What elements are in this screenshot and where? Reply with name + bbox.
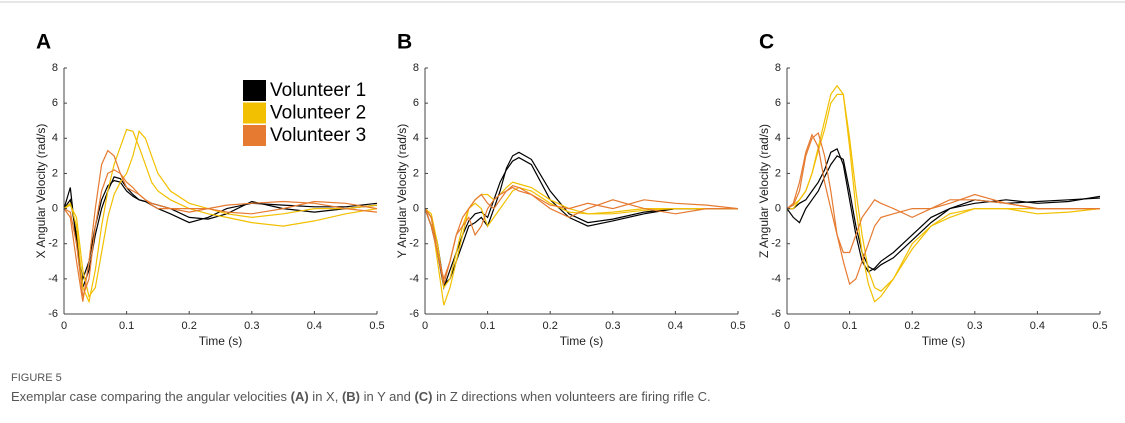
trace [63,176,378,288]
y-axis-label: Y Angular Velocity (rad/s) [395,124,409,259]
y-tick-label: 6 [413,97,419,109]
trace [786,133,1100,254]
caption-ref: (C) [414,389,433,404]
trace [424,186,738,282]
x-tick-label: 0.3 [967,320,982,332]
y-tick-label: -4 [771,273,781,285]
y-tick-label: -6 [48,308,58,320]
x-axis-label: Time (s) [199,334,243,348]
caption-ref: (B) [341,389,360,404]
x-tick-label: 0.2 [905,320,920,332]
y-tick-label: 8 [775,62,781,74]
figure-label: FIGURE 5 [11,372,62,384]
y-tick-label: -2 [771,238,781,250]
x-tick-label: 0.5 [730,320,745,332]
trace [424,156,738,290]
trace [786,131,1100,286]
legend-label: Volunteer 2 [270,103,366,124]
caption-ref: (A) [290,389,309,404]
legend-swatch [243,80,266,101]
y-tick-label: -2 [48,238,58,250]
trace [63,169,378,297]
y-tick-label: 4 [775,132,781,144]
x-axis-label: Time (s) [922,334,966,348]
trace [424,181,738,306]
caption-text: in Y and [359,389,415,404]
x-tick-label: 0.1 [842,320,857,332]
panel-label: C [759,31,774,54]
x-tick-label: 0.3 [244,320,259,332]
trace [424,186,738,290]
y-tick-label: 2 [52,167,58,179]
legend-swatch [243,102,266,124]
trace [787,84,1101,303]
y-tick-label: 4 [52,132,58,144]
caption-text: Exemplar case comparing the angular velo… [11,389,291,404]
y-tick-label: 0 [413,202,419,214]
x-tick-label: 0 [784,320,790,332]
y-tick-label: -4 [48,273,58,285]
figure-caption: Exemplar case comparing the angular velo… [11,389,711,404]
y-tick-label: -6 [771,308,781,320]
trace [63,128,378,304]
y-tick-label: 0 [52,202,58,214]
x-tick-label: 0.4 [307,320,322,332]
x-tick-label: 0.1 [119,320,134,332]
y-tick-label: 6 [775,97,781,109]
figure: A -6 -4 -2 0 2 4 6 8 0 0.1 0.2 0.3 0.4 0.5 Time (s) X An… [0,1,1125,348]
y-tick-label: 6 [52,97,58,109]
x-tick-label: 0.1 [480,320,495,332]
panel-label: B [397,31,412,54]
legend-swatch [243,125,266,146]
legend-label: Volunteer 3 [270,125,366,146]
trace [63,149,378,302]
y-axis-label: X Angular Velocity (rad/s) [34,124,48,259]
y-tick-label: -4 [409,273,419,285]
trace [786,93,1100,292]
x-tick-label: 0.2 [543,320,558,332]
x-tick-label: 0 [422,320,428,332]
y-tick-label: 8 [52,62,58,74]
caption-text: in Z directions when volunteers are firi… [432,389,711,404]
y-tick-label: -6 [409,308,419,320]
x-tick-label: 0.2 [182,320,197,332]
trace [63,130,378,298]
y-tick-label: 4 [413,132,419,144]
x-tick-label: 0.5 [369,320,384,332]
panel-label: A [36,31,51,54]
legend-label: Volunteer 1 [270,80,366,101]
caption-text: in X, [308,389,342,404]
x-tick-label: 0.5 [1092,320,1107,332]
trace [424,185,739,285]
y-tick-label: 2 [775,167,781,179]
y-tick-label: 8 [413,62,419,74]
y-tick-label: -2 [409,238,419,250]
x-tick-label: 0.3 [605,320,620,332]
trace [63,179,378,282]
x-tick-label: 0 [61,320,67,332]
x-axis-label: Time (s) [560,334,604,348]
x-tick-label: 0.4 [1030,320,1045,332]
y-axis-label: Z Angular Velocity (rad/s) [757,124,771,258]
y-tick-label: 0 [775,202,781,214]
x-tick-label: 0.4 [668,320,683,332]
y-tick-label: 2 [413,167,419,179]
